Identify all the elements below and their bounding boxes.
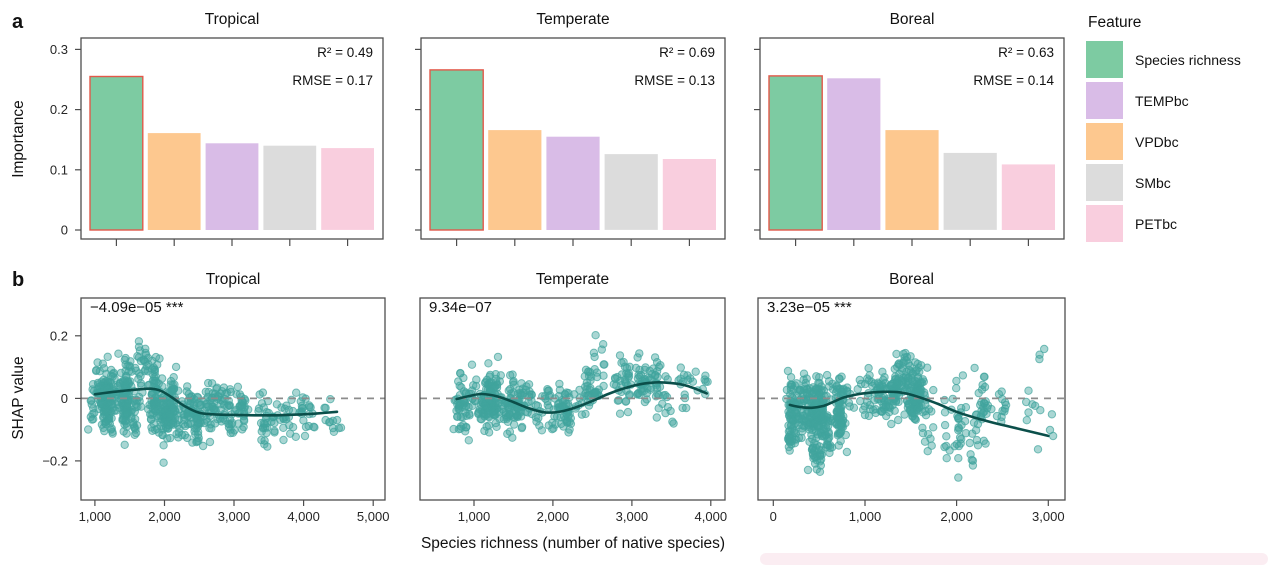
shap-temperate-points — [449, 331, 712, 445]
screenshot-artifact-highlight — [760, 553, 1268, 565]
r2-value-temperate: R² = 0.69 — [659, 45, 715, 60]
slope-annotation-temperate: 9.34e−07 — [429, 299, 492, 316]
svg-text:1,000: 1,000 — [79, 509, 112, 524]
svg-text:−0.2: −0.2 — [42, 453, 68, 468]
panel-a-letter: a — [12, 11, 24, 33]
svg-text:2,000: 2,000 — [148, 509, 181, 524]
svg-text:2,000: 2,000 — [940, 509, 973, 524]
legend-item-smbc: SMbc — [1086, 164, 1241, 201]
svg-text:0.1: 0.1 — [50, 162, 68, 177]
y-axis-label-importance: Importance — [10, 100, 27, 178]
rmse-value-boreal: RMSE = 0.14 — [973, 73, 1054, 88]
shap-tropical: 1,000 2,000 3,000 4,000 5,000 0.2 0 −0.2 — [42, 297, 390, 524]
rmse-value-temperate: RMSE = 0.13 — [634, 73, 715, 88]
svg-text:0.2: 0.2 — [50, 102, 68, 117]
feature-legend: Feature Species richness TEMPbc VPDbc SM… — [1086, 14, 1241, 246]
svg-text:4,000: 4,000 — [695, 509, 728, 524]
svg-text:3,000: 3,000 — [616, 509, 649, 524]
legend-item-tempbc: TEMPbc — [1086, 82, 1241, 119]
svg-text:3,000: 3,000 — [218, 509, 251, 524]
rmse-value-tropical: RMSE = 0.17 — [292, 73, 373, 88]
x-axis-label-species-richness: Species richness (number of native speci… — [420, 535, 726, 552]
svg-text:1,000: 1,000 — [458, 509, 491, 524]
importance-temperate — [415, 37, 726, 246]
legend-label-species-richness: Species richness — [1135, 51, 1241, 68]
legend-swatch-species-richness — [1086, 41, 1123, 78]
svg-text:1,000: 1,000 — [849, 509, 882, 524]
stats-tropical: R² = 0.49 RMSE = 0.17 — [81, 39, 373, 95]
r2-value-boreal: R² = 0.63 — [998, 45, 1054, 60]
svg-text:0.2: 0.2 — [50, 328, 68, 343]
legend-label-smbc: SMbc — [1135, 174, 1171, 191]
shap-tropical-points — [84, 337, 346, 467]
scatter-title-temperate: Temperate — [535, 271, 610, 288]
legend-item-petbc: PETbc — [1086, 205, 1241, 242]
svg-text:0.3: 0.3 — [50, 42, 68, 57]
legend-label-tempbc: TEMPbc — [1135, 92, 1189, 109]
legend-item-species-richness: Species richness — [1086, 41, 1241, 78]
svg-text:0: 0 — [770, 509, 777, 524]
svg-text:0: 0 — [61, 391, 68, 406]
svg-text:4,000: 4,000 — [287, 509, 320, 524]
bar-chart-title-tropical: Tropical — [204, 11, 260, 28]
legend-swatch-vpdbc — [1086, 123, 1123, 160]
y-axis-label-shap-value: SHAP value — [10, 356, 27, 440]
svg-text:2,000: 2,000 — [537, 509, 570, 524]
slope-annotation-boreal: 3.23e−05 *** — [767, 299, 852, 316]
legend-item-vpdbc: VPDbc — [1086, 123, 1241, 160]
scatter-title-boreal: Boreal — [889, 271, 934, 288]
svg-text:3,000: 3,000 — [1032, 509, 1065, 524]
svg-text:0: 0 — [61, 223, 68, 238]
shap-boreal: 0 1,000 2,000 3,000 — [757, 297, 1066, 524]
shap-temperate: 1,000 2,000 3,000 4,000 — [419, 297, 728, 524]
bar-chart-title-boreal: Boreal — [889, 11, 935, 28]
stats-boreal: R² = 0.63 RMSE = 0.14 — [760, 39, 1054, 95]
legend-title: Feature — [1088, 14, 1142, 31]
svg-text:5,000: 5,000 — [357, 509, 390, 524]
importance-boreal — [754, 37, 1065, 246]
bar-chart-title-temperate: Temperate — [536, 11, 610, 28]
panel-b-letter: b — [12, 269, 25, 291]
scatter-title-tropical: Tropical — [205, 271, 261, 288]
legend-swatch-smbc — [1086, 164, 1123, 201]
legend-swatch-petbc — [1086, 205, 1123, 242]
slope-annotation-tropical: −4.09e−05 *** — [90, 299, 184, 316]
legend-label-vpdbc: VPDbc — [1135, 133, 1179, 150]
r2-value-tropical: R² = 0.49 — [317, 45, 373, 60]
shap-boreal-points — [782, 344, 1058, 482]
stats-temperate: R² = 0.69 RMSE = 0.13 — [421, 39, 715, 95]
legend-label-petbc: PETbc — [1135, 215, 1178, 232]
importance-tropical: 0 0.1 0.2 0.3 — [50, 37, 384, 246]
legend-swatch-tempbc — [1086, 82, 1123, 119]
